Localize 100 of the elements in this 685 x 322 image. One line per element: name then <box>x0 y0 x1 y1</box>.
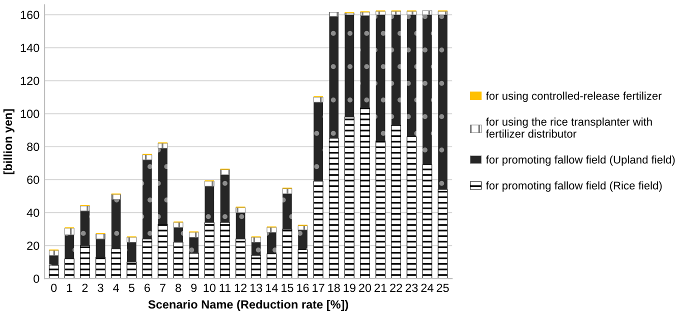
bar <box>64 258 74 279</box>
y-axis-title: [billion yen] <box>3 109 14 174</box>
y-tick-label: 120 <box>20 76 40 86</box>
bar <box>251 242 261 256</box>
x-tick-label: 20 <box>359 284 372 292</box>
bar <box>344 14 354 117</box>
bar <box>236 212 246 239</box>
bar <box>204 180 214 186</box>
bar <box>220 174 230 222</box>
bar <box>111 248 122 279</box>
bar <box>174 227 183 242</box>
bar <box>126 237 137 243</box>
bar <box>49 255 59 266</box>
x-tick-label: 15 <box>282 284 294 292</box>
bar <box>422 10 432 16</box>
y-tick-label: 40 <box>26 208 40 217</box>
bar <box>188 232 199 238</box>
bar <box>64 228 74 236</box>
bar <box>126 242 136 262</box>
bar <box>96 234 106 240</box>
bar <box>96 238 106 258</box>
bar <box>220 222 230 279</box>
bar <box>158 224 168 279</box>
bar <box>422 14 432 165</box>
bar <box>391 11 402 16</box>
y-tick-label: 160 <box>20 10 40 20</box>
bar <box>406 11 417 16</box>
bar <box>96 256 106 279</box>
bar <box>80 206 90 212</box>
bar <box>266 254 277 279</box>
bar <box>80 210 90 246</box>
bar <box>406 136 417 279</box>
bar <box>328 138 339 279</box>
x-tick-label: 5 <box>128 284 134 292</box>
bar <box>313 96 324 102</box>
bar <box>282 228 292 279</box>
y-tick-label: 0 <box>34 274 40 283</box>
y-tick-label: 60 <box>27 176 40 184</box>
bar <box>266 232 276 254</box>
y-tick-label: 140 <box>20 44 40 52</box>
bar <box>204 222 214 279</box>
bar <box>80 245 90 279</box>
bar <box>360 108 370 279</box>
bar <box>329 16 339 138</box>
bar <box>360 12 370 16</box>
x-tick-label: 12 <box>234 284 247 292</box>
bar <box>406 14 416 137</box>
x-tick-label: 25 <box>436 284 449 292</box>
y-tick-label: 80 <box>27 142 40 152</box>
bar <box>64 234 74 259</box>
bar <box>126 262 137 279</box>
bar <box>422 164 432 279</box>
bar <box>438 189 448 279</box>
x-tick-label: 9 <box>191 284 197 292</box>
x-tick-label: 0 <box>51 284 57 292</box>
bar <box>313 180 324 279</box>
bar <box>391 14 401 126</box>
bar <box>376 14 386 141</box>
bar <box>328 12 339 17</box>
bar <box>111 194 122 200</box>
x-tick-label: 14 <box>266 284 278 292</box>
bar <box>282 188 292 194</box>
bar <box>438 14 448 190</box>
bar <box>158 148 168 224</box>
bar <box>48 265 59 279</box>
bar <box>360 16 370 108</box>
x-tick-label: 16 <box>297 284 309 292</box>
bar <box>314 102 323 182</box>
bar <box>376 140 386 279</box>
x-tick-label: 21 <box>374 284 387 292</box>
x-tick-label: 22 <box>390 284 402 292</box>
bar <box>142 154 152 160</box>
bar <box>298 249 308 279</box>
x-tick-label: 10 <box>204 284 216 292</box>
bar <box>266 227 277 233</box>
legend-label: for using the rice transplanter with fertilizer distributor <box>486 118 652 138</box>
bar <box>251 237 262 243</box>
x-tick-label: 23 <box>406 284 418 292</box>
bar <box>251 255 262 279</box>
bar <box>236 238 246 279</box>
bar <box>204 186 214 222</box>
bar <box>298 230 308 250</box>
x-tick-label: 3 <box>98 284 104 292</box>
x-axis-title: Scenario Name (Reduction rate [%]) <box>148 300 348 311</box>
bar <box>173 222 184 228</box>
bar <box>220 169 230 175</box>
x-tick-label: 7 <box>160 284 166 292</box>
x-tick-label: 4 <box>113 284 120 292</box>
x-tick-label: 13 <box>250 284 262 292</box>
bar <box>344 116 354 279</box>
legend-label: for promoting fallow field (Rice field) <box>486 181 662 192</box>
bar <box>111 199 121 249</box>
bar <box>173 242 184 279</box>
legend-label: for promoting fallow field (Upland field) <box>486 155 675 166</box>
bar <box>236 207 246 213</box>
x-tick-label: 6 <box>144 284 150 292</box>
bar <box>376 11 386 16</box>
bar <box>142 160 152 239</box>
x-tick-label: 2 <box>82 284 88 292</box>
x-tick-label: 17 <box>312 284 324 292</box>
